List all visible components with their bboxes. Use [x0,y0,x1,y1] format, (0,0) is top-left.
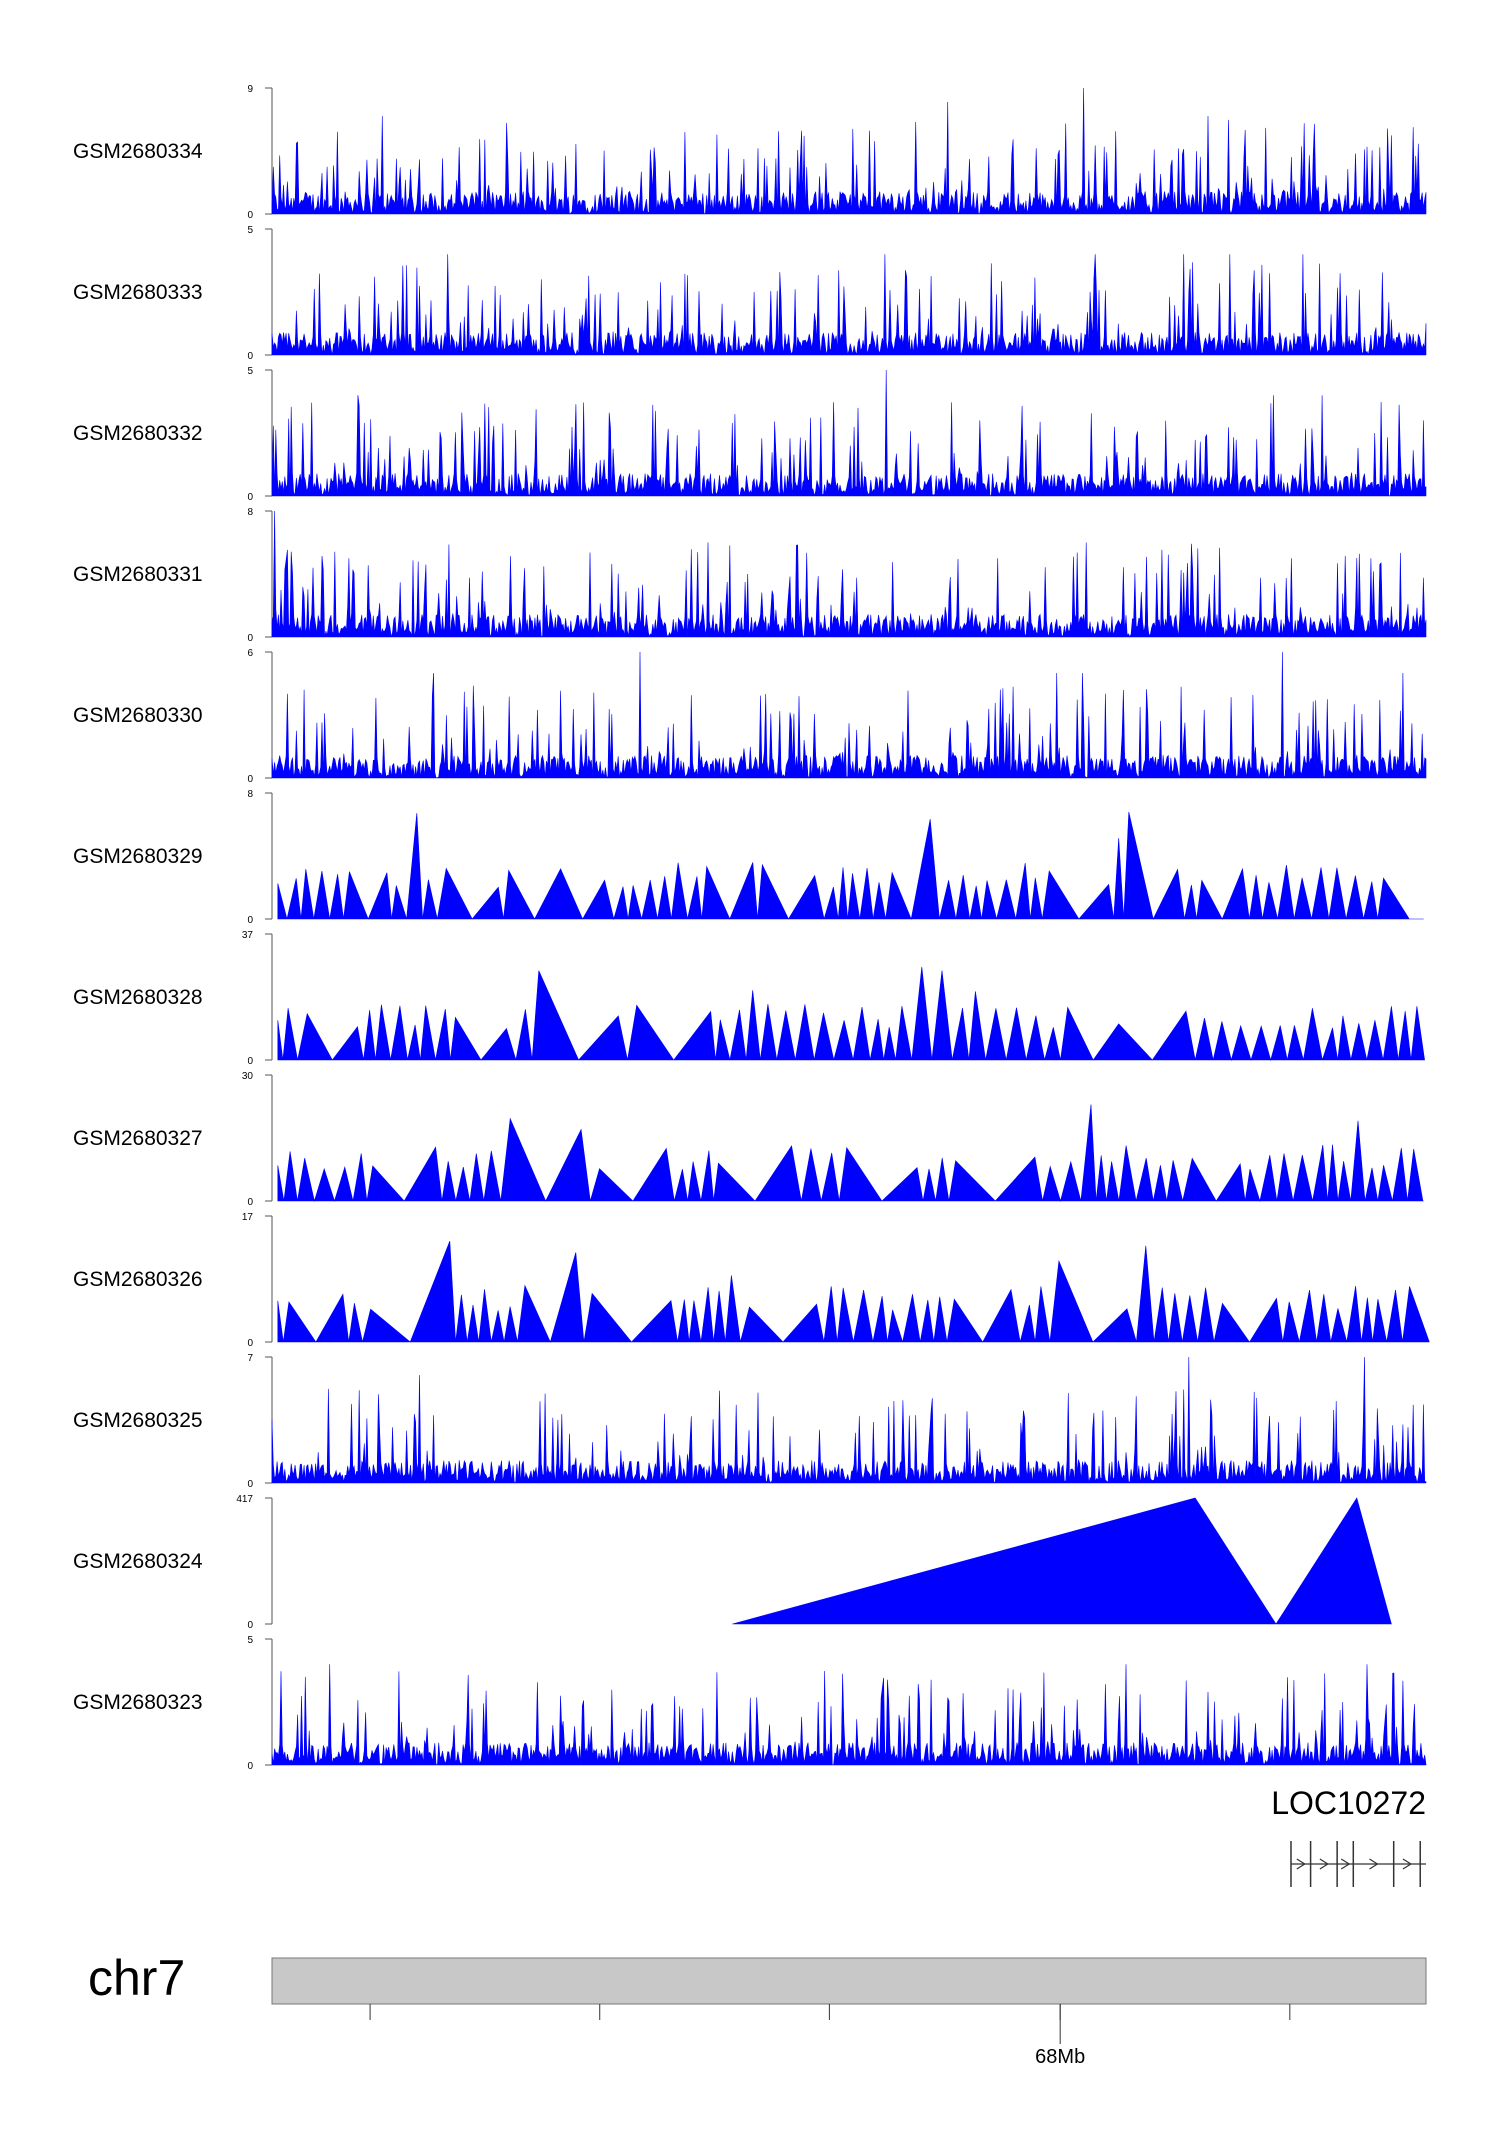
signal-area [271,87,1427,215]
track-label: GSM2680332 [73,422,203,445]
y-tick-label-max: 30 [242,1071,254,1082]
y-tick-label-max: 417 [236,1494,253,1505]
y-tick-label-min: 0 [247,1338,253,1349]
signal-area [271,1664,1427,1766]
y-tick-label-max: 5 [247,225,253,236]
y-tick-label-min: 0 [247,1620,253,1631]
axis-position-label: 68Mb [1035,2046,1085,2068]
y-tick-label-min: 0 [247,774,253,785]
gene-strand-arrow [1296,1858,1306,1870]
track-label: GSM2680333 [73,281,203,304]
track-label: GSM2680327 [73,1127,203,1150]
track-GSM2680330: GSM2680330 6 0 [73,648,1427,785]
signal-area [271,651,1427,779]
y-tick-label-min: 0 [247,1479,253,1490]
signal-area [271,369,1427,497]
track-GSM2680328: GSM2680328 37 0 [73,930,1425,1067]
y-tick-label-max: 7 [247,1353,253,1364]
signal-area [271,1356,1427,1484]
y-tick-label-max: 9 [247,84,253,95]
track-label: GSM2680326 [73,1268,203,1291]
y-tick-label-max: 6 [247,648,253,659]
track-label: GSM2680330 [73,704,203,727]
signal-area [277,1104,1424,1203]
track-GSM2680329: GSM2680329 8 0 [73,789,1424,926]
y-tick-label-min: 0 [247,633,253,644]
track-label: GSM2680324 [73,1550,203,1573]
gene-label: LOC10272 [1271,1785,1426,1821]
track-GSM2680332: GSM2680332 5 0 [73,366,1427,503]
chromosome-ideogram [271,1957,1427,2005]
signal-area [271,510,1427,638]
gene-strand-arrow [1402,1858,1413,1870]
track-GSM2680326: GSM2680326 17 0 [73,1212,1430,1349]
gene-strand-arrow [1340,1858,1351,1870]
y-tick-label-max: 5 [247,366,253,377]
y-tick-label-max: 8 [247,507,253,518]
track-GSM2680333: GSM2680333 5 0 [73,225,1427,362]
y-tick-label-max: 8 [247,789,253,800]
gene-strand-arrow [1369,1858,1379,1870]
y-tick-label-max: 5 [247,1635,253,1646]
track-label: GSM2680328 [73,986,203,1009]
y-tick-label-min: 0 [247,1761,253,1772]
track-label: GSM2680329 [73,845,203,868]
track-GSM2680334: GSM2680334 9 0 [73,84,1427,221]
y-tick-label-min: 0 [247,210,253,221]
signal-tracks: GSM268033490GSM268033350GSM268033250GSM2… [73,84,1430,1772]
track-label: GSM2680323 [73,1691,203,1714]
y-tick-label-max: 37 [242,930,254,941]
y-tick-label-max: 17 [242,1212,254,1223]
signal-area [277,1240,1430,1343]
signal-area [732,1497,1392,1625]
track-label: GSM2680325 [73,1409,203,1432]
ideogram-track: chr7 68Mb [88,1950,1427,2068]
y-tick-label-min: 0 [247,1056,253,1067]
signal-area [271,254,1427,356]
signal-area [277,966,1425,1062]
y-tick-label-min: 0 [247,351,253,362]
track-GSM2680327: GSM2680327 30 0 [73,1071,1424,1208]
chromosome-label: chr7 [88,1950,185,2006]
track-GSM2680325: GSM2680325 7 0 [73,1353,1427,1490]
y-tick-label-min: 0 [247,492,253,503]
track-GSM2680323: GSM2680323 5 0 [73,1635,1427,1772]
signal-area [277,811,1424,921]
y-tick-label-min: 0 [247,915,253,926]
gene-track: LOC10272 [1271,1785,1426,1887]
track-GSM2680331: GSM2680331 8 0 [73,507,1427,644]
y-tick-label-min: 0 [247,1197,253,1208]
track-label: GSM2680334 [73,140,203,163]
track-label: GSM2680331 [73,563,203,586]
gene-strand-arrow [1319,1858,1330,1870]
track-GSM2680324: GSM2680324 417 0 [73,1494,1392,1631]
